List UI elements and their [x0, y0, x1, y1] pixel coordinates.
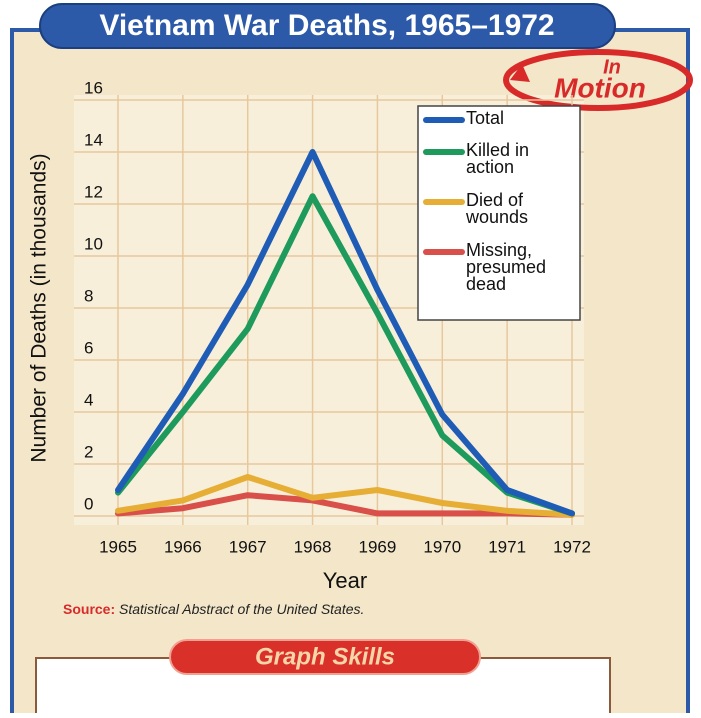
series-line: [115, 149, 575, 517]
x-tick-label: 1965: [99, 537, 137, 556]
y-tick-label: 0: [84, 494, 93, 513]
plot: 0 2 4 6 8 10 12 14 16 1965 1966 1967 1968 1969 1970 197…: [74, 78, 591, 556]
legend-label: Killed in action: [466, 142, 530, 177]
y-tick-label: 2: [84, 442, 93, 461]
series-line: [115, 474, 575, 518]
source-text: Statistical Abstract of the United State…: [119, 601, 364, 617]
x-tick-label: 1970: [423, 537, 461, 556]
series-line: [115, 492, 575, 518]
x-tick-label: 1967: [229, 537, 267, 556]
legend-label: Missing, presumed dead: [466, 242, 547, 294]
logo-ring: [503, 49, 693, 111]
skills-banner: [169, 639, 481, 675]
y-tick-label: 14: [84, 130, 103, 149]
legend: Total Killed in action Died of wounds Missi…: [417, 105, 581, 321]
y-tick-label: 4: [84, 390, 93, 409]
y-tick-label: 16: [84, 78, 103, 97]
title-banner: [39, 3, 616, 49]
legend-label: Total: [466, 110, 505, 128]
x-tick-label: 1966: [164, 537, 202, 556]
x-tick-label: 1971: [488, 537, 526, 556]
skills-title: Graph Skills: [255, 643, 395, 670]
y-tick-label: 10: [84, 234, 103, 253]
legend-box: [417, 105, 581, 321]
y-axis-label: Number of Deaths (in thousands): [28, 153, 51, 462]
y-tick-label: 12: [84, 182, 103, 201]
x-axis-label: Year: [323, 568, 367, 593]
series-line: [115, 193, 575, 517]
legend-item: Killed in action: [466, 142, 530, 177]
y-tick-label: 8: [84, 286, 93, 305]
logo-bottom: Motion: [554, 72, 646, 103]
source: Source: Statistical Abstract of the Unit…: [63, 601, 364, 617]
x-tick-label: 1968: [294, 537, 332, 556]
legend-label: Died of wounds: [466, 192, 529, 227]
x-tick-label: 1969: [359, 537, 397, 556]
logo-arrow: [510, 64, 530, 82]
x-tick-label: 1972: [553, 537, 591, 556]
source-label: Source:: [63, 601, 115, 617]
logo-top: In: [603, 56, 621, 78]
y-tick-label: 6: [84, 338, 93, 357]
chart-title: Vietnam War Deaths, 1965–1972: [99, 9, 554, 42]
legend-item: Missing, presumed dead: [466, 242, 547, 294]
legend-item: Died of wounds: [466, 192, 529, 227]
legend-item: Total: [466, 110, 505, 128]
